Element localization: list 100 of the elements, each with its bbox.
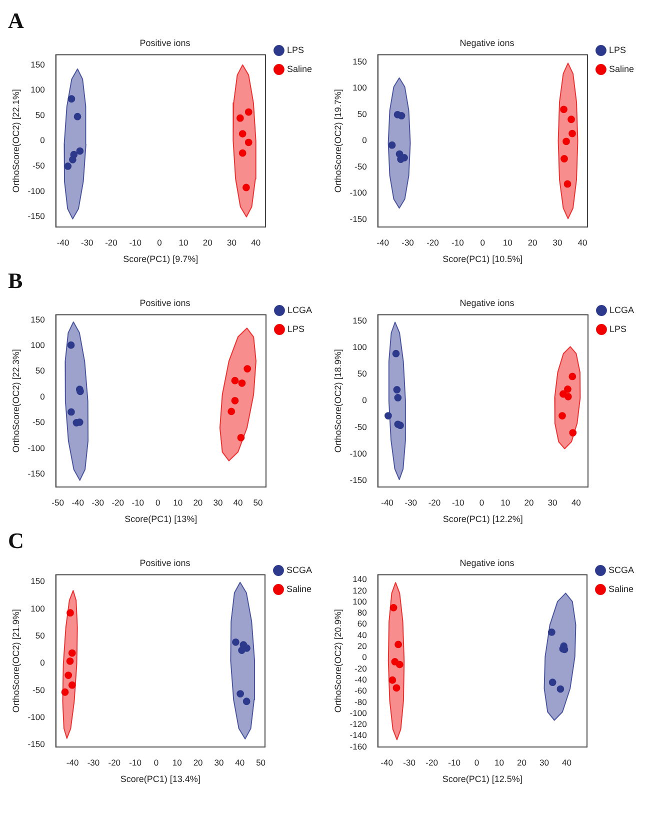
y-tick-label: -100 xyxy=(350,448,368,458)
x-tick-label: -10 xyxy=(452,237,464,248)
x-tick-label: 40 xyxy=(233,497,243,508)
x-tick-label: 10 xyxy=(178,237,189,248)
point xyxy=(238,379,246,387)
y-tick-label: 50 xyxy=(35,630,46,641)
point xyxy=(231,396,239,404)
y-tick-label: -100 xyxy=(28,442,46,453)
point xyxy=(562,138,570,146)
y-tick-label: 50 xyxy=(357,108,368,119)
point xyxy=(244,108,252,116)
x-tick-label: 0 xyxy=(474,757,480,768)
point xyxy=(568,130,576,138)
chart-title: Negative ions xyxy=(460,298,515,308)
y-tick-label: -50 xyxy=(32,160,46,171)
text: B xyxy=(8,268,23,293)
point xyxy=(560,106,568,114)
x-tick-label: 40 xyxy=(235,757,245,768)
point xyxy=(568,116,575,124)
y-tick-label: -50 xyxy=(354,161,368,172)
point xyxy=(68,408,75,416)
x-tick-label: 0 xyxy=(156,497,161,508)
x-tick-label: 40 xyxy=(578,237,588,248)
y-tick-label: 40 xyxy=(357,630,368,640)
y-tick-label: -50 xyxy=(32,684,46,695)
point xyxy=(556,685,564,693)
chart-title: Negative ions xyxy=(460,38,515,48)
point xyxy=(242,698,250,706)
point xyxy=(548,628,556,636)
point xyxy=(66,609,74,617)
point xyxy=(242,184,250,192)
y-tick-label: -40 xyxy=(354,674,368,684)
y-tick-label: -140 xyxy=(350,730,368,740)
legend-label: Saline xyxy=(286,64,312,74)
chart-title: Positive ions xyxy=(140,38,191,48)
legend-label: LPS xyxy=(286,44,304,55)
x-tick-label: 30 xyxy=(552,237,563,248)
text: C xyxy=(8,528,24,553)
x-tick-label: 30 xyxy=(227,237,237,248)
text: A xyxy=(8,8,24,33)
point xyxy=(392,684,400,692)
y-tick-label: -150 xyxy=(350,474,368,485)
y-tick-label: -50 xyxy=(354,422,368,432)
legend-label: Saline xyxy=(286,584,312,594)
x-tick-label: -10 xyxy=(452,497,465,508)
y-tick-label: -20 xyxy=(354,663,368,674)
point xyxy=(560,155,568,162)
y-tick-label: 150 xyxy=(30,59,46,70)
x-tick-label: -30 xyxy=(92,497,104,508)
point xyxy=(393,386,401,394)
x-tick-label: -10 xyxy=(129,757,142,768)
point xyxy=(396,422,404,430)
x-tick-label: -30 xyxy=(403,757,416,768)
y-tick-label: 120 xyxy=(352,585,368,596)
y-tick-label: 150 xyxy=(352,316,368,326)
y-tick-label: 0 xyxy=(40,391,46,402)
x-tick-label: -10 xyxy=(132,497,144,508)
point xyxy=(68,95,76,103)
y-tick-label: 50 xyxy=(35,110,46,120)
y-tick-label: 150 xyxy=(30,576,46,586)
x-tick-label: 0 xyxy=(154,757,159,768)
point xyxy=(228,408,236,416)
legend-label: SCGA xyxy=(608,564,634,575)
y-axis-title: OrthoScore(OC2) [20.9%] xyxy=(332,609,343,713)
x-tick-label: -40 xyxy=(380,757,394,768)
y-axis-title: OrthoScore(OC2) [22.3%] xyxy=(10,349,21,453)
y-tick-label: 60 xyxy=(357,618,368,629)
point xyxy=(76,147,84,155)
y-tick-label: -60 xyxy=(354,686,368,696)
x-tick-label: 30 xyxy=(214,757,224,768)
x-tick-label: -30 xyxy=(402,237,414,248)
y-tick-label: 100 xyxy=(352,82,368,93)
point xyxy=(244,138,252,146)
point xyxy=(548,678,556,686)
x-axis-title: Score(PC1) [10.5%] xyxy=(442,254,523,264)
y-tick-label: 100 xyxy=(30,340,46,350)
x-tick-label: 10 xyxy=(494,757,504,768)
x-tick-label: 20 xyxy=(524,497,534,508)
x-tick-label: -20 xyxy=(108,757,121,768)
y-axis-title: OrthoScore(OC2) [22.1%] xyxy=(10,89,21,193)
y-axis-title: OrthoScore(OC2) [21.9%] xyxy=(10,609,21,713)
point xyxy=(232,638,240,646)
y-tick-label: -80 xyxy=(354,696,368,707)
point xyxy=(564,386,572,393)
point xyxy=(238,130,246,138)
point xyxy=(236,690,244,698)
x-axis-title: Score(PC1) [13%] xyxy=(124,514,198,524)
x-tick-label: 20 xyxy=(193,757,204,768)
x-axis-title: Score(PC1) [12.5%] xyxy=(442,774,522,784)
y-tick-label: 80 xyxy=(357,608,368,618)
y-tick-label: 150 xyxy=(352,56,368,66)
point xyxy=(68,649,76,657)
x-axis-title: Score(PC1) [13.4%] xyxy=(120,774,200,784)
x-tick-label: 30 xyxy=(548,497,558,508)
legend-label: LCGA xyxy=(287,304,312,315)
x-tick-label: 50 xyxy=(256,757,266,768)
x-tick-label: -20 xyxy=(426,757,438,768)
y-tick-label: -50 xyxy=(32,417,46,428)
x-tick-label: 20 xyxy=(517,757,527,768)
legend-label: LPS xyxy=(287,324,305,334)
